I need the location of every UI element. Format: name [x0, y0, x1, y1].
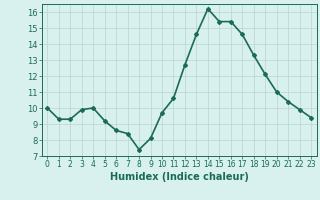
- X-axis label: Humidex (Indice chaleur): Humidex (Indice chaleur): [110, 172, 249, 182]
